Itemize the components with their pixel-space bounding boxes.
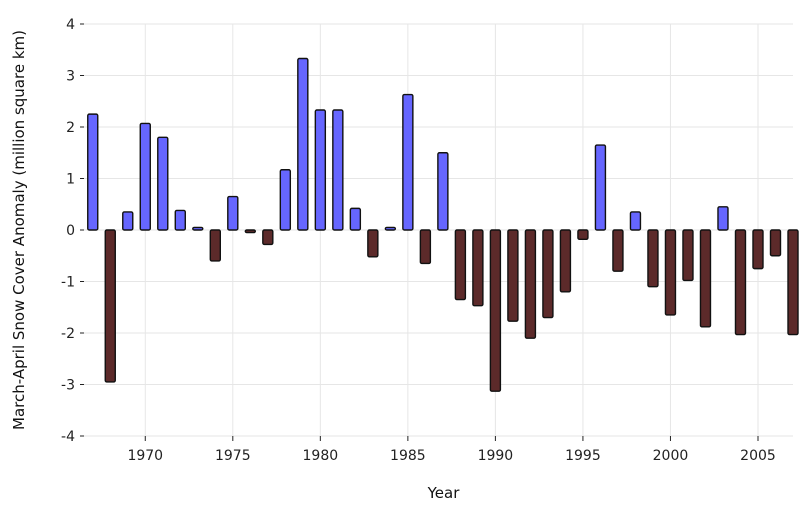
bar <box>402 93 414 231</box>
bar <box>664 229 677 316</box>
bar <box>612 229 624 272</box>
bar <box>454 229 467 301</box>
bar <box>297 57 309 231</box>
bar <box>209 229 221 262</box>
y-tick-label: 0 <box>66 223 75 239</box>
bar <box>594 144 607 231</box>
bar <box>524 229 537 339</box>
bar <box>559 229 572 293</box>
bar <box>192 226 204 231</box>
bar <box>787 229 799 336</box>
x-axis-title: Year <box>427 484 461 502</box>
bar <box>104 229 116 383</box>
x-tick-label: 1980 <box>303 448 339 464</box>
y-tick-label: -3 <box>61 378 75 394</box>
bar <box>367 229 379 258</box>
bars <box>87 57 799 392</box>
bar <box>332 109 344 231</box>
y-tick-label: 4 <box>66 17 75 33</box>
bar <box>157 136 169 231</box>
bar <box>542 229 554 319</box>
bar <box>244 229 257 234</box>
bar <box>262 229 274 246</box>
bar <box>87 113 99 231</box>
bar <box>122 211 134 231</box>
y-tick-label: -2 <box>61 326 75 342</box>
x-tick-label: 1995 <box>565 448 601 464</box>
x-tick-label: 1975 <box>215 448 251 464</box>
bar <box>507 229 519 322</box>
bar <box>629 211 642 231</box>
y-tick-label: 1 <box>66 172 75 188</box>
bar <box>647 229 659 288</box>
bar <box>314 109 327 231</box>
bar <box>577 229 589 240</box>
y-axis-title: March-April Snow Cover Anomaly (million … <box>10 30 28 430</box>
bar <box>227 195 239 231</box>
x-tick-label: 2005 <box>740 448 776 464</box>
x-tick-label: 1985 <box>390 448 426 464</box>
y-tick-label: 2 <box>66 120 75 136</box>
bar <box>489 229 502 392</box>
bar <box>472 229 484 307</box>
bar <box>717 206 729 231</box>
x-tick-label: 1990 <box>478 448 514 464</box>
y-tick-label: -1 <box>61 275 75 291</box>
bar <box>769 229 782 257</box>
bar <box>699 229 712 328</box>
bar <box>279 169 292 231</box>
y-tick-label: -4 <box>61 429 75 445</box>
axes: -4 -3 -2 -1 0 1 2 3 4 1970 1975 1980 1985 1990 1995 200… <box>61 17 776 464</box>
bar <box>349 207 362 231</box>
x-tick-label: 1970 <box>127 448 163 464</box>
bar <box>682 229 694 282</box>
y-tick-label: 3 <box>66 69 75 85</box>
bar <box>437 152 449 231</box>
bar <box>734 229 747 336</box>
bar <box>384 226 397 231</box>
bar <box>139 122 151 231</box>
bar <box>174 209 186 231</box>
bar <box>419 229 432 265</box>
bar <box>752 229 764 270</box>
x-tick-label: 2000 <box>653 448 689 464</box>
